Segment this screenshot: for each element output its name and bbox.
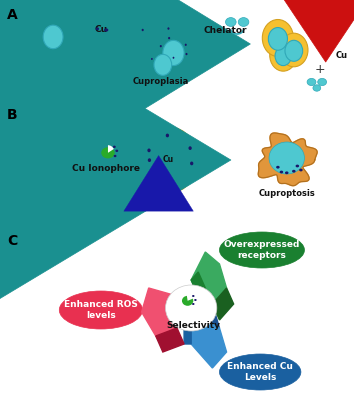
Ellipse shape bbox=[159, 182, 162, 185]
Ellipse shape bbox=[29, 140, 66, 183]
Polygon shape bbox=[258, 133, 317, 186]
Ellipse shape bbox=[296, 165, 299, 167]
Ellipse shape bbox=[270, 39, 297, 71]
Ellipse shape bbox=[136, 46, 154, 68]
Ellipse shape bbox=[24, 40, 47, 66]
Ellipse shape bbox=[145, 24, 166, 50]
Ellipse shape bbox=[167, 27, 170, 30]
Ellipse shape bbox=[160, 139, 196, 162]
Ellipse shape bbox=[219, 232, 304, 268]
Text: C: C bbox=[7, 234, 17, 248]
Ellipse shape bbox=[133, 50, 135, 52]
Text: B: B bbox=[7, 108, 18, 122]
Ellipse shape bbox=[113, 146, 116, 148]
Text: Cuproptosis: Cuproptosis bbox=[258, 189, 315, 198]
Text: Overexpressed
receptors: Overexpressed receptors bbox=[224, 240, 300, 260]
Ellipse shape bbox=[280, 33, 308, 67]
Ellipse shape bbox=[21, 128, 74, 192]
Ellipse shape bbox=[154, 54, 172, 75]
Text: Cu: Cu bbox=[336, 51, 348, 60]
Ellipse shape bbox=[225, 18, 236, 26]
Ellipse shape bbox=[38, 140, 73, 162]
Polygon shape bbox=[142, 288, 184, 336]
Polygon shape bbox=[191, 320, 227, 368]
Wedge shape bbox=[108, 145, 114, 153]
Polygon shape bbox=[212, 288, 234, 320]
Ellipse shape bbox=[285, 40, 303, 61]
Ellipse shape bbox=[307, 78, 316, 86]
Polygon shape bbox=[156, 328, 184, 352]
Ellipse shape bbox=[160, 45, 162, 47]
Ellipse shape bbox=[148, 158, 151, 162]
Ellipse shape bbox=[173, 57, 175, 59]
Ellipse shape bbox=[194, 299, 197, 301]
Ellipse shape bbox=[280, 170, 283, 174]
Ellipse shape bbox=[147, 148, 151, 152]
Ellipse shape bbox=[188, 146, 192, 150]
Text: Cuproplasia: Cuproplasia bbox=[133, 78, 189, 86]
Ellipse shape bbox=[192, 303, 195, 305]
Ellipse shape bbox=[185, 44, 187, 46]
Ellipse shape bbox=[185, 53, 188, 55]
Text: Enhanced ROS
levels: Enhanced ROS levels bbox=[64, 300, 138, 320]
Ellipse shape bbox=[313, 85, 321, 91]
Ellipse shape bbox=[192, 295, 195, 297]
Ellipse shape bbox=[148, 46, 178, 82]
Ellipse shape bbox=[114, 155, 116, 157]
Ellipse shape bbox=[142, 127, 198, 193]
Wedge shape bbox=[187, 294, 193, 301]
Ellipse shape bbox=[155, 48, 157, 50]
Ellipse shape bbox=[156, 32, 190, 72]
Ellipse shape bbox=[104, 28, 108, 32]
Text: A: A bbox=[7, 8, 18, 22]
Text: Chelator: Chelator bbox=[203, 26, 246, 35]
Ellipse shape bbox=[37, 17, 69, 55]
Ellipse shape bbox=[166, 134, 169, 137]
Ellipse shape bbox=[238, 18, 249, 26]
Polygon shape bbox=[198, 304, 219, 328]
Polygon shape bbox=[177, 296, 184, 320]
Ellipse shape bbox=[151, 58, 153, 60]
Ellipse shape bbox=[59, 291, 142, 329]
Polygon shape bbox=[184, 320, 191, 344]
Ellipse shape bbox=[130, 38, 161, 74]
Text: Cu: Cu bbox=[162, 155, 173, 164]
Ellipse shape bbox=[275, 46, 291, 66]
Text: Cu Ionophore: Cu Ionophore bbox=[72, 164, 140, 173]
Ellipse shape bbox=[299, 169, 303, 172]
Ellipse shape bbox=[168, 37, 170, 39]
Ellipse shape bbox=[101, 147, 115, 158]
Ellipse shape bbox=[138, 15, 173, 57]
Polygon shape bbox=[191, 272, 205, 296]
Ellipse shape bbox=[285, 171, 289, 174]
Ellipse shape bbox=[96, 27, 99, 30]
Text: Selectivity: Selectivity bbox=[166, 321, 220, 330]
Ellipse shape bbox=[166, 285, 217, 331]
Ellipse shape bbox=[43, 25, 63, 49]
Ellipse shape bbox=[163, 40, 184, 66]
Ellipse shape bbox=[292, 170, 296, 173]
Ellipse shape bbox=[152, 140, 188, 183]
Text: +: + bbox=[315, 63, 326, 76]
Polygon shape bbox=[191, 252, 227, 304]
Ellipse shape bbox=[269, 142, 304, 174]
Ellipse shape bbox=[190, 162, 193, 165]
Text: Enhanced Cu
Levels: Enhanced Cu Levels bbox=[227, 362, 293, 382]
Ellipse shape bbox=[115, 150, 118, 152]
Ellipse shape bbox=[262, 20, 293, 56]
Text: Cu: Cu bbox=[94, 25, 108, 34]
Ellipse shape bbox=[142, 29, 144, 31]
Ellipse shape bbox=[268, 28, 287, 50]
Ellipse shape bbox=[182, 296, 193, 306]
Ellipse shape bbox=[276, 166, 280, 169]
Ellipse shape bbox=[318, 78, 326, 86]
Ellipse shape bbox=[17, 30, 54, 74]
Ellipse shape bbox=[219, 354, 301, 390]
